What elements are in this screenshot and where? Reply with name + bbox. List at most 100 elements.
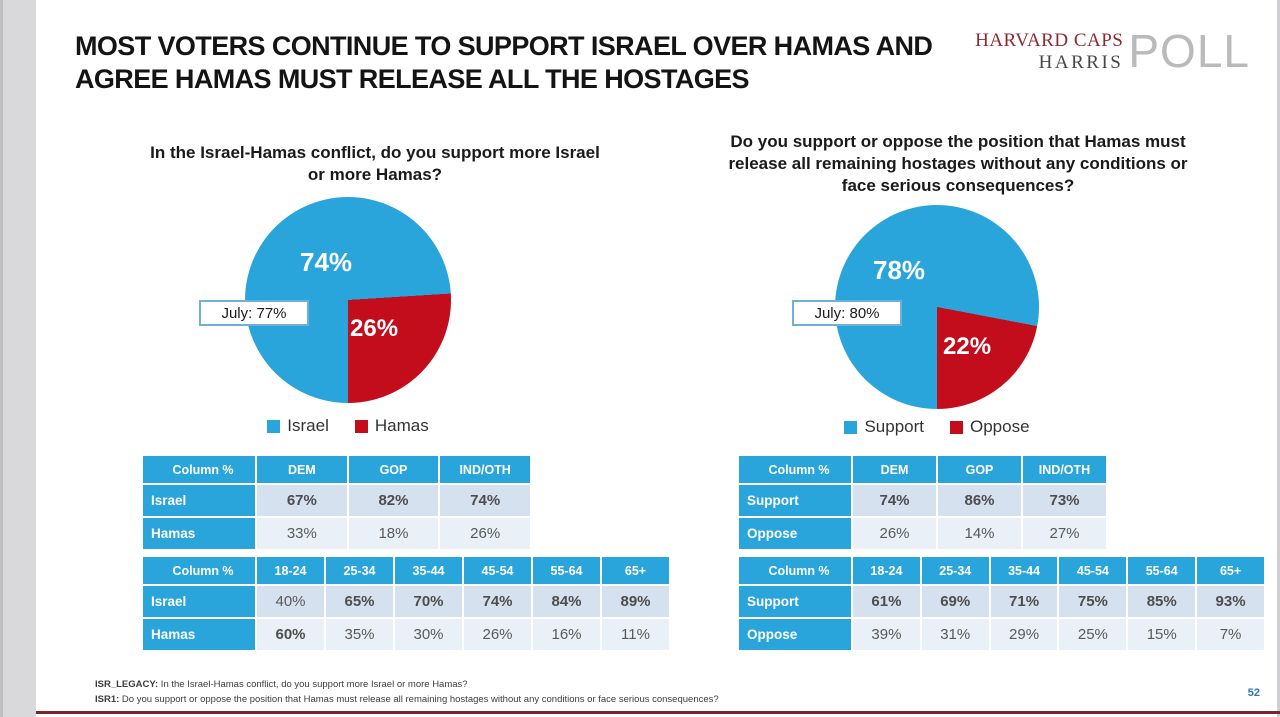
table-column-header: 45-54: [1059, 557, 1127, 584]
table-cell: 18%: [348, 518, 439, 549]
table-cell: 69%: [921, 586, 989, 617]
table-cell: 65%: [326, 586, 393, 617]
legend-swatch-red-icon: [354, 419, 368, 433]
table-cell: 27%: [1023, 518, 1106, 549]
table-cell: 11%: [602, 619, 669, 650]
table-cell: 60%: [257, 619, 324, 650]
right-party-crosstab-table: Column % DEM GOP IND/OTH Support 74% 86% 73% Opp…: [737, 454, 1108, 551]
right-chart-legend: Support Oppose: [715, 417, 1159, 437]
table-row-label: Oppose: [739, 518, 851, 549]
table-cell: 15%: [1128, 619, 1196, 650]
table-cell: 25%: [1059, 619, 1127, 650]
footnote-text: Do you support or oppose the position th…: [119, 694, 719, 705]
footnote-prefix: ISR1:: [95, 694, 120, 705]
table-cell: 16%: [533, 619, 600, 650]
right-edge-line: [1277, 0, 1280, 717]
footnote-prefix: ISR_LEGACY:: [95, 679, 159, 690]
table-column-header: 65+: [602, 557, 669, 584]
footer-accent-line: [36, 711, 1280, 714]
right-chart-callout: July: 80%: [792, 300, 902, 326]
table-row-label: Hamas: [143, 619, 255, 650]
legend-item-support: Support: [844, 417, 924, 437]
table-column-header: 35-44: [395, 557, 462, 584]
page-title-line1: MOST VOTERS CONTINUE TO SUPPORT ISRAEL O…: [75, 31, 933, 61]
right-age-crosstab-table: Column % 18-24 25-34 35-44 45-54 55-64 65+ Supp…: [737, 555, 1266, 652]
table-cell: 85%: [1128, 586, 1196, 617]
left-pie-major-value-label: 74%: [300, 247, 353, 277]
table-row-label: Israel: [143, 485, 255, 516]
logo-poll: POLL: [1128, 25, 1250, 78]
legend-label-oppose: Oppose: [970, 417, 1030, 436]
legend-swatch-red-icon: [950, 420, 963, 434]
legend-swatch-blue-icon: [844, 420, 858, 434]
left-age-crosstab-table: Column % 18-24 25-34 35-44 45-54 55-64 65+ Isra…: [141, 555, 671, 652]
left-edge-strip: [0, 0, 36, 717]
table-cell: 73%: [1023, 485, 1106, 516]
table-column-header: 45-54: [464, 557, 531, 584]
table-row-label: Oppose: [739, 619, 851, 650]
table-column-header: 55-64: [533, 557, 600, 584]
legend-label-hamas: Hamas: [374, 416, 429, 435]
table-column-header: 18-24: [853, 557, 920, 584]
table-cell: 29%: [990, 619, 1058, 650]
table-row-label: Israel: [143, 586, 255, 617]
table-column-header: GOP: [938, 456, 1021, 483]
page-title: MOST VOTERS CONTINUE TO SUPPORT ISRAEL O…: [75, 30, 980, 96]
table-cell: 31%: [921, 619, 989, 650]
table-column-header: DEM: [257, 456, 347, 483]
table-cell: 40%: [257, 586, 324, 617]
table-cell: 7%: [1197, 619, 1264, 650]
footnote-text: In the Israel-Hamas conflict, do you sup…: [158, 679, 468, 690]
logo-harvard-caps: HARVARD CAPS: [975, 30, 1124, 51]
right-pie-major-value-label: 78%: [873, 255, 926, 285]
footnotes: ISR_LEGACY: In the Israel-Hamas conflict…: [95, 677, 719, 707]
legend-item-oppose: Oppose: [950, 417, 1030, 437]
table-column-header: 25-34: [326, 557, 393, 584]
table-column-header: 25-34: [921, 557, 989, 584]
page-number: 52: [1247, 687, 1260, 699]
table-corner-header: Column %: [739, 557, 851, 584]
table-cell: 14%: [938, 518, 1021, 549]
right-pie-minor-value-label: 22%: [943, 333, 992, 360]
table-column-header: 35-44: [990, 557, 1058, 584]
table-column-header: GOP: [348, 456, 439, 483]
table-cell: 33%: [257, 518, 347, 549]
table-column-header: DEM: [853, 456, 936, 483]
table-cell: 67%: [257, 485, 347, 516]
table-cell: 61%: [853, 586, 920, 617]
left-party-crosstab-table: Column % DEM GOP IND/OTH Israel 67% 82% 74% Hama…: [141, 454, 532, 551]
harvard-caps-harris-poll-logo: HARVARD CAPS HARRIS POLL: [975, 25, 1250, 78]
footnote-isr-legacy: ISR_LEGACY: In the Israel-Hamas conflict…: [95, 677, 719, 692]
right-chart-title: Do you support or oppose the position th…: [728, 132, 1188, 196]
table-column-header: 18-24: [257, 557, 324, 584]
table-corner-header: Column %: [739, 456, 851, 483]
logo-harris: HARRIS: [1038, 51, 1124, 73]
table-row-label: Hamas: [143, 518, 255, 549]
table-cell: 75%: [1059, 586, 1127, 617]
page-title-line2: AGREE HAMAS MUST RELEASE ALL THE HOSTAGE…: [75, 64, 750, 95]
table-column-header: IND/OTH: [1023, 456, 1106, 483]
table-corner-header: Column %: [143, 557, 255, 584]
table-cell: 26%: [853, 518, 936, 549]
logo-text-lines: HARVARD CAPS HARRIS: [975, 30, 1123, 74]
table-cell: 84%: [533, 586, 600, 617]
table-cell: 93%: [1197, 586, 1264, 617]
left-pie-minor-value-label: 26%: [350, 315, 399, 342]
table-row-label: Support: [739, 485, 851, 516]
table-column-header: IND/OTH: [440, 456, 530, 483]
table-cell: 35%: [326, 619, 393, 650]
table-cell: 86%: [938, 485, 1021, 516]
table-corner-header: Column %: [143, 456, 255, 483]
left-chart-legend: Israel Hamas: [140, 416, 556, 436]
footnote-isr1: ISR1: Do you support or oppose the posit…: [95, 692, 719, 707]
legend-item-israel: Israel: [267, 416, 329, 436]
table-cell: 74%: [853, 485, 936, 516]
table-row-label: Support: [739, 586, 851, 617]
table-column-header: 65+: [1197, 557, 1264, 584]
table-cell: 74%: [464, 586, 531, 617]
left-chart-callout: July: 77%: [199, 300, 309, 326]
table-cell: 74%: [440, 485, 530, 516]
table-cell: 70%: [395, 586, 462, 617]
table-cell: 82%: [348, 485, 439, 516]
